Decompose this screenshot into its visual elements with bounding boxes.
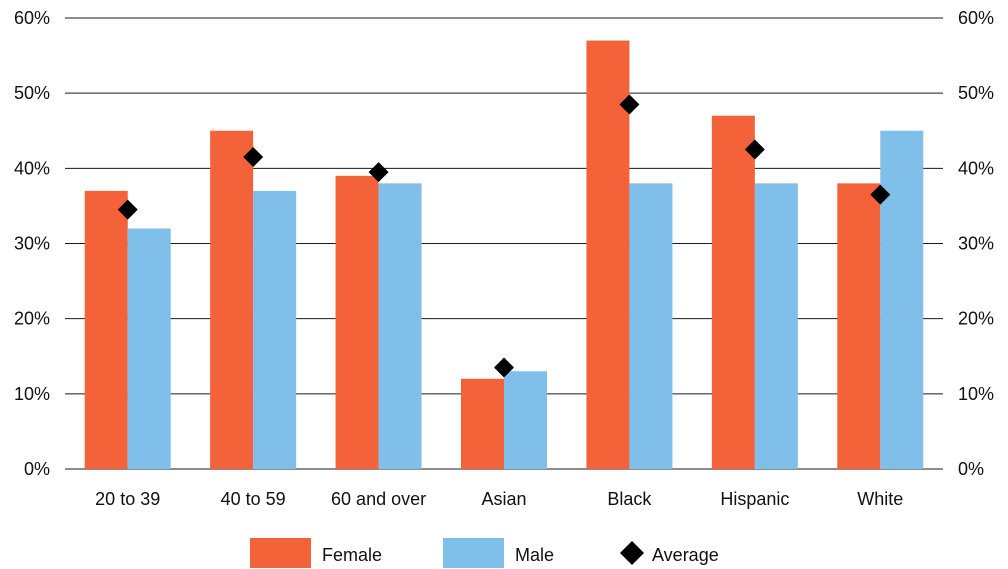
bar-female: [837, 183, 881, 469]
bar-female: [711, 115, 755, 469]
y-tick-label-left: 60%: [14, 8, 50, 28]
legend-label-male: Male: [515, 545, 554, 565]
average-marker: [870, 184, 891, 205]
y-tick-label-left: 10%: [14, 384, 50, 404]
x-tick-label: Hispanic: [720, 489, 789, 509]
y-tick-label-right: 30%: [958, 234, 994, 254]
bar-male: [629, 183, 673, 469]
legend-swatch-female: [250, 538, 311, 568]
y-tick-label-right: 50%: [958, 83, 994, 103]
y-tick-label-right: 20%: [958, 309, 994, 329]
legend-swatch-male: [443, 538, 504, 568]
bar-male: [127, 228, 171, 469]
bars: [84, 40, 924, 470]
bar-female: [84, 190, 128, 469]
legend-swatch-average: [620, 541, 644, 565]
y-tick-label-right: 60%: [958, 8, 994, 28]
y-tick-label-left: 30%: [14, 234, 50, 254]
y-axis-left: 0% 10% 20% 30% 40% 50% 60%: [14, 8, 50, 479]
x-tick-label: 40 to 59: [221, 489, 286, 509]
bar-male: [880, 130, 924, 469]
y-tick-label-right: 0%: [958, 459, 984, 479]
bar-male: [253, 190, 297, 469]
y-tick-label-left: 0%: [24, 459, 50, 479]
average-markers: [117, 94, 891, 378]
average-marker: [744, 139, 765, 160]
x-tick-label: 20 to 39: [95, 489, 160, 509]
legend-label-female: Female: [322, 545, 382, 565]
legend-label-average: Average: [652, 545, 719, 565]
average-marker: [494, 357, 514, 378]
bar-female: [210, 130, 254, 469]
average-marker: [619, 94, 640, 115]
y-tick-label-right: 10%: [958, 384, 994, 404]
y-tick-label-right: 40%: [958, 158, 994, 178]
y-axis-right: 0% 10% 20% 30% 40% 50% 60%: [958, 8, 994, 479]
average-marker: [243, 147, 264, 168]
y-tick-label-left: 20%: [14, 309, 50, 329]
x-tick-label: White: [857, 489, 903, 509]
bar-male: [378, 183, 422, 469]
average-marker: [368, 162, 389, 183]
bar-female: [461, 378, 504, 469]
legend: Female Male Average: [250, 538, 719, 568]
bar-male: [754, 183, 798, 469]
bar-female: [335, 175, 379, 469]
bar-female: [586, 40, 630, 470]
x-tick-label: Asian: [481, 489, 526, 509]
x-tick-label: 60 and over: [331, 489, 426, 509]
y-tick-label-left: 40%: [14, 158, 50, 178]
y-tick-label-left: 50%: [14, 83, 50, 103]
x-axis: 20 to 39 40 to 59 60 and over Asian Black His…: [95, 489, 903, 509]
x-tick-label: Black: [607, 489, 652, 509]
bar-male: [504, 371, 547, 469]
average-marker: [117, 199, 138, 220]
